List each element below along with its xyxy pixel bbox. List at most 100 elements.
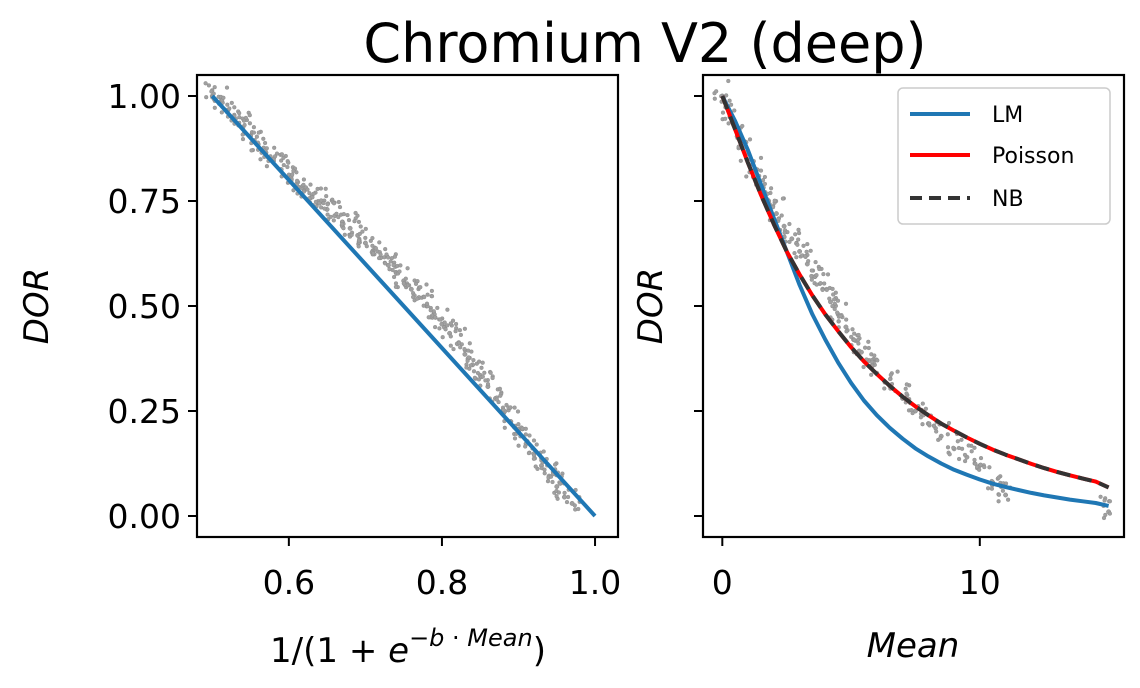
scatter-point: [809, 277, 814, 282]
scatter-point: [485, 382, 491, 387]
scatter-point: [827, 296, 832, 301]
scatter-point: [456, 340, 462, 345]
scatter-point: [1003, 492, 1009, 498]
scatter-point: [542, 467, 547, 472]
scatter-point: [856, 341, 861, 346]
scatter-point: [904, 391, 909, 396]
scatter-point: [377, 256, 382, 261]
scatter-point: [386, 255, 391, 260]
scatter-point: [337, 205, 343, 210]
scatter-point: [393, 284, 398, 289]
scatter-point: [820, 287, 825, 292]
scatter-point: [498, 393, 503, 398]
scatter-point: [836, 319, 841, 324]
scatter-point: [887, 376, 893, 382]
scatter-point: [319, 205, 324, 210]
scatter-point: [224, 85, 230, 90]
scatter-point: [542, 471, 547, 476]
scatter-point: [951, 445, 956, 450]
scatter-point: [861, 364, 866, 370]
scatter-point: [562, 490, 567, 495]
scatter-point: [203, 81, 208, 86]
scatter-point: [435, 305, 440, 310]
scatter-point: [714, 89, 719, 94]
scatter-point: [263, 140, 268, 146]
scatter-point: [787, 221, 792, 227]
scatter-point: [363, 226, 368, 231]
scatter-point: [720, 110, 726, 115]
scatter-point: [554, 484, 560, 490]
scatter-point: [818, 281, 823, 286]
scatter-point: [545, 479, 551, 484]
scatter-point: [723, 116, 728, 121]
scatter-point: [334, 211, 339, 216]
scatter-point: [531, 456, 536, 461]
scatter-point: [806, 259, 811, 264]
scatter-point: [727, 98, 732, 103]
figure-title: Chromium V2 (deep): [363, 12, 926, 75]
scatter-point: [817, 266, 822, 272]
scatter-point: [429, 294, 435, 299]
scatter-point: [353, 210, 358, 216]
scatter-point: [471, 369, 477, 374]
left-chart-panel: 0.00 0.25 0.50 0.75 1.00 0.6 0.8 1.0 DOR 1/(1 …: [17, 73, 621, 671]
scatter-point: [352, 219, 357, 224]
scatter-point: [855, 337, 861, 343]
scatter-point: [429, 288, 434, 293]
scatter-point: [814, 282, 819, 287]
scatter-point: [978, 462, 983, 467]
scatter-point: [336, 215, 341, 220]
scatter-point: [712, 96, 717, 101]
scatter-point: [393, 281, 399, 286]
scatter-point: [286, 160, 291, 165]
scatter-point: [1101, 515, 1107, 521]
scatter-point: [408, 286, 414, 292]
scatter-point: [768, 186, 774, 191]
scatter-point: [1000, 488, 1005, 493]
scatter-point: [413, 281, 419, 286]
y-tick-label: 0.50: [108, 287, 181, 326]
scatter-point: [229, 100, 234, 105]
scatter-point: [465, 358, 470, 363]
scatter-point: [1005, 497, 1011, 502]
scatter-point: [972, 445, 977, 450]
scatter-point: [251, 125, 256, 130]
scatter-point: [805, 242, 810, 247]
scatter-point: [256, 130, 261, 135]
scatter-point: [247, 121, 252, 126]
x-tick-label: 0: [712, 563, 733, 602]
scatter-point: [856, 348, 862, 353]
scatter-point: [849, 334, 854, 339]
scatter-point: [564, 500, 570, 505]
scatter-point: [240, 137, 246, 142]
scatter-point: [523, 426, 528, 431]
scatter-point: [512, 436, 518, 441]
scatter-point: [479, 365, 484, 370]
scatter-point: [273, 154, 278, 159]
scatter-point: [956, 456, 962, 462]
scatter-point: [556, 490, 561, 495]
scatter-point: [1107, 499, 1112, 504]
scatter-point: [264, 146, 269, 151]
scatter-point: [272, 145, 277, 150]
scatter-point: [325, 212, 330, 217]
scatter-point: [281, 155, 286, 160]
scatter-point: [391, 263, 396, 268]
scatter-point: [433, 325, 438, 330]
scatter-point: [552, 462, 558, 467]
scatter-point: [301, 182, 306, 187]
scatter-point: [254, 134, 259, 139]
scatter-point: [724, 93, 729, 98]
scatter-point: [311, 191, 316, 196]
scatter-point: [285, 164, 290, 170]
scatter-point: [242, 122, 247, 128]
scatter-point: [318, 186, 323, 191]
y-tick-label: 0.25: [108, 392, 181, 431]
scatter-point: [462, 347, 467, 352]
scatter-point: [869, 372, 874, 377]
scatter-point: [225, 102, 230, 107]
legend-label-lm: LM: [992, 103, 1023, 128]
scatter-point: [850, 327, 855, 332]
right-x-axis-label: Mean: [867, 626, 960, 666]
scatter-point: [345, 213, 350, 218]
